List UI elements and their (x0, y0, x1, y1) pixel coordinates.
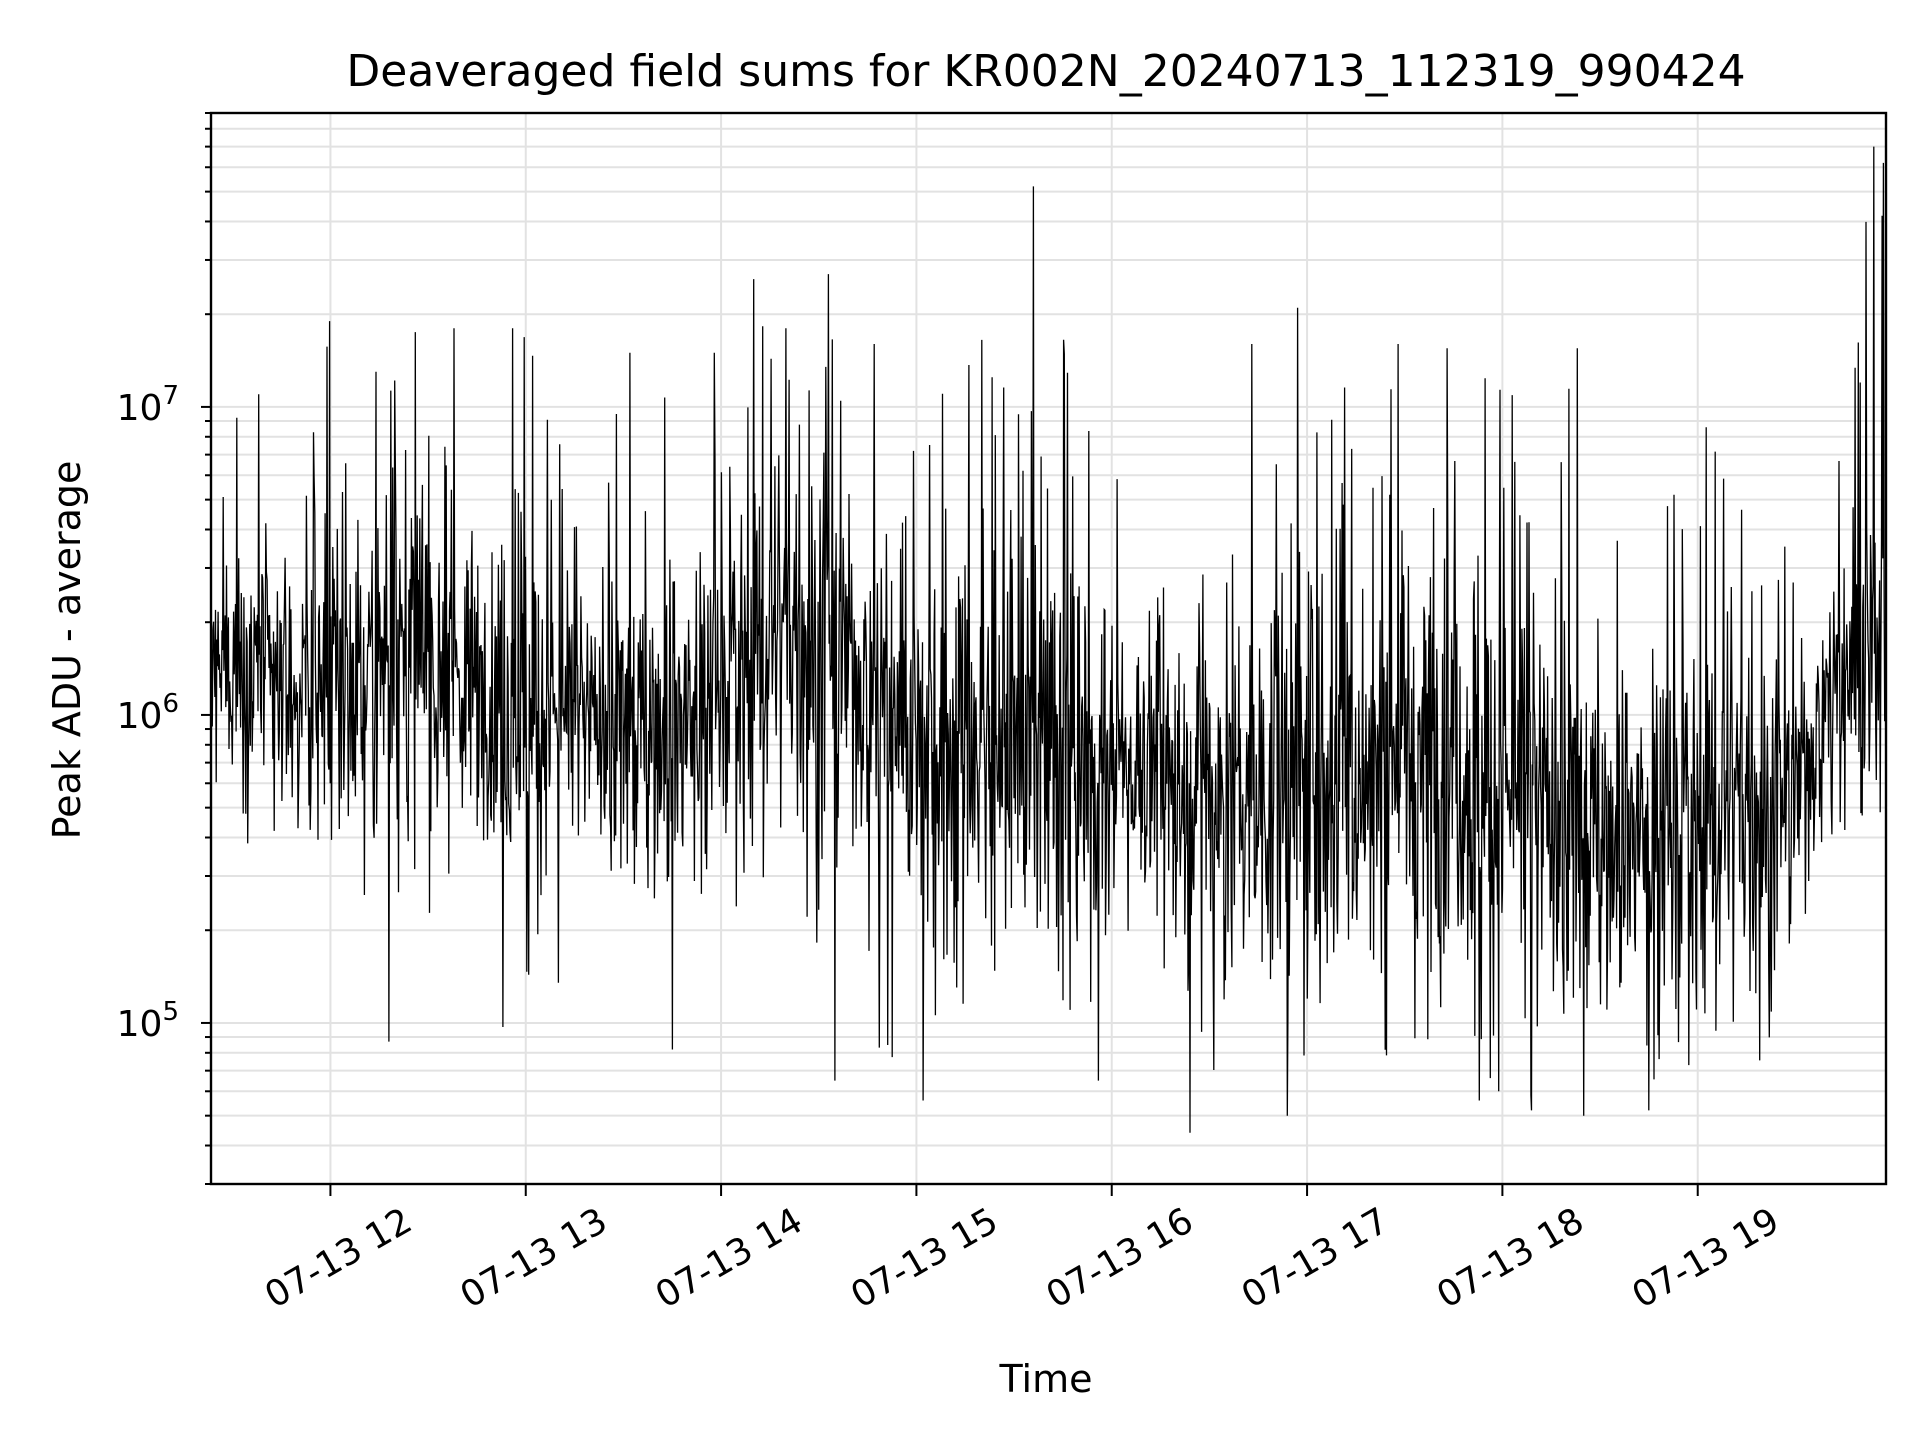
y-tick-label: 107 (117, 381, 179, 429)
x-axis-label: Time (999, 1357, 1093, 1401)
y-axis-label: Peak ADU - average (45, 461, 89, 840)
y-tick-label: 105 (117, 997, 179, 1045)
plot-frame (209, 111, 1888, 1186)
plot-area (210, 146, 1887, 1133)
chart-title: Deaveraged field sums for KR002N_2024071… (346, 46, 1745, 97)
y-tick-label: 106 (117, 689, 179, 737)
y-axis: 105 106 107 (117, 112, 211, 1185)
series-line (210, 146, 1887, 1133)
